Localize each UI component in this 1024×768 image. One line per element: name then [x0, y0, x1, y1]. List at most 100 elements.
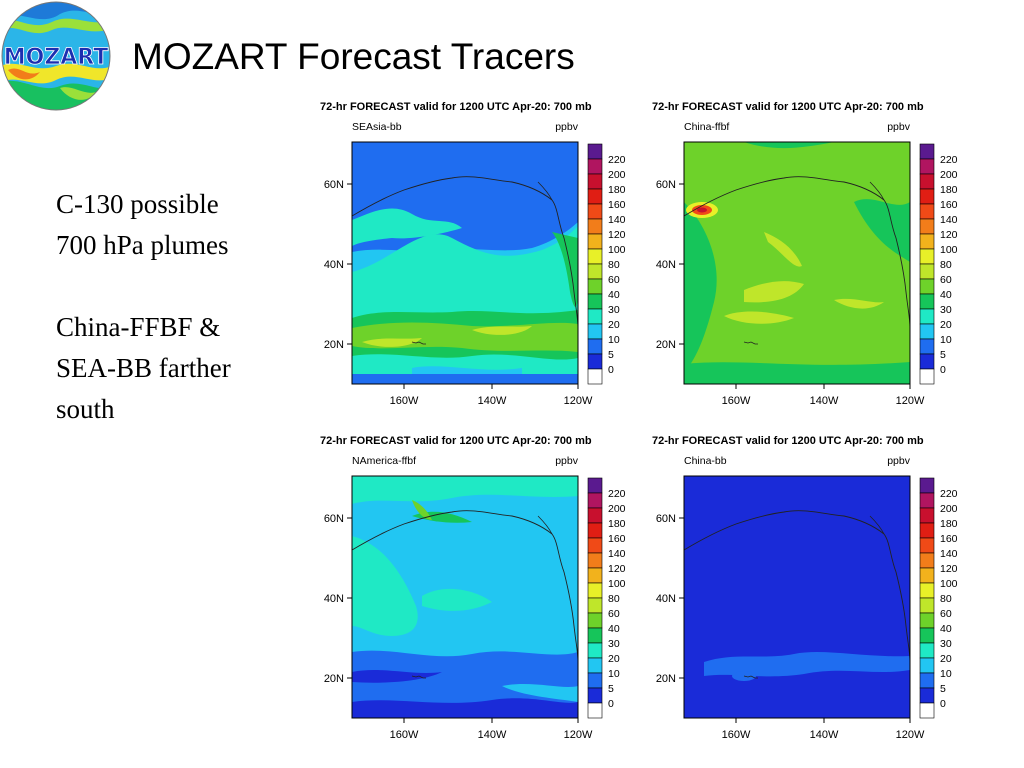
contour-field	[684, 142, 910, 384]
note-2-line-1: China-FFBF &	[56, 312, 221, 342]
colorbar-swatch	[919, 612, 935, 629]
colorbar-swatch	[587, 567, 603, 584]
colorbar-swatch	[587, 582, 603, 599]
colorbar: 220 200 180 160 140 120 100 80 60 40 30 20 10 5 0	[587, 477, 626, 719]
colorbar-swatch	[919, 642, 935, 659]
colorbar-label: 20	[940, 319, 952, 331]
colorbar-swatch	[587, 537, 603, 554]
colorbar-label: 60	[940, 274, 952, 286]
colorbar-swatch	[919, 597, 935, 614]
colorbar-swatch	[919, 278, 935, 295]
units-label: ppbv	[555, 121, 579, 133]
map-header: 72-hr FORECAST valid for 1200 UTC Apr-20…	[652, 101, 924, 113]
colorbar-swatch	[919, 702, 935, 719]
colorbar-swatch	[919, 492, 935, 509]
map-figure: 72-hr FORECAST valid for 1200 UTC Apr-20…	[652, 435, 958, 741]
colorbar-swatch	[587, 233, 603, 250]
colorbar-label: 0	[608, 698, 614, 710]
colorbar-label: 220	[608, 154, 626, 166]
forecast-map-china-ffbf: 72-hr FORECAST valid for 1200 UTC Apr-20…	[642, 96, 964, 412]
colorbar-label: 20	[608, 653, 620, 665]
plot-frame	[351, 141, 579, 385]
logo-text: MOZART	[4, 45, 109, 70]
lat-tick-label: 40N	[324, 593, 344, 605]
lat-tick-label: 60N	[324, 179, 344, 191]
colorbar-label: 30	[940, 304, 952, 316]
colorbar-swatch	[919, 233, 935, 250]
colorbar-swatch	[919, 368, 935, 385]
colorbar-label: 140	[940, 548, 958, 560]
colorbar-swatch	[919, 567, 935, 584]
colorbar-swatch	[919, 477, 935, 494]
map-figure: 72-hr FORECAST valid for 1200 UTC Apr-20…	[320, 101, 626, 407]
colorbar-label: 10	[940, 668, 952, 680]
colorbar-swatch	[587, 657, 603, 674]
colorbar-swatch	[919, 582, 935, 599]
colorbar-swatch	[919, 248, 935, 265]
forecast-map-china-bb: 72-hr FORECAST valid for 1200 UTC Apr-20…	[642, 430, 964, 746]
colorbar-label: 40	[608, 623, 620, 635]
colorbar-swatch	[587, 263, 603, 280]
colorbar-swatch	[587, 353, 603, 370]
colorbar-label: 200	[608, 503, 626, 515]
note-2-line-2: SEA-BB farther	[56, 353, 231, 383]
colorbar-swatch	[587, 158, 603, 175]
lat-tick-label: 40N	[324, 259, 344, 271]
colorbar-label: 40	[940, 623, 952, 635]
colorbar-label: 140	[608, 214, 626, 226]
colorbar-swatch	[587, 203, 603, 220]
lat-tick-label: 20N	[324, 339, 344, 351]
lon-tick-label: 140W	[810, 729, 839, 741]
colorbar-label: 220	[940, 488, 958, 500]
colorbar-swatch	[587, 672, 603, 689]
colorbar-swatch	[587, 188, 603, 205]
colorbar-swatch	[587, 338, 603, 355]
lat-tick-label: 40N	[656, 259, 676, 271]
colorbar-label: 30	[940, 638, 952, 650]
colorbar-swatch	[919, 627, 935, 644]
colorbar-swatch	[587, 507, 603, 524]
colorbar-label: 120	[940, 563, 958, 575]
lat-tick-label: 20N	[324, 673, 344, 685]
colorbar-swatch	[919, 522, 935, 539]
contour-field	[684, 476, 910, 718]
colorbar-label: 100	[608, 244, 626, 256]
colorbar-label: 60	[608, 608, 620, 620]
units-label: ppbv	[555, 455, 579, 467]
lat-tick-label: 60N	[656, 179, 676, 191]
side-notes: C-130 possible 700 hPa plumes China-FFBF…	[56, 184, 296, 471]
colorbar-label: 40	[608, 289, 620, 301]
tracer-name: SEAsia-bb	[352, 121, 402, 133]
colorbar-label: 30	[608, 304, 620, 316]
colorbar-swatch	[919, 537, 935, 554]
note-2-line-3: south	[56, 394, 115, 424]
colorbar-label: 160	[608, 199, 626, 211]
colorbar-label: 20	[608, 319, 620, 331]
colorbar-label: 10	[608, 668, 620, 680]
colorbar-swatch	[919, 308, 935, 325]
colorbar-label: 5	[940, 349, 946, 361]
colorbar-swatch	[919, 657, 935, 674]
colorbar-swatch	[587, 173, 603, 190]
contour-field	[352, 142, 578, 384]
lon-tick-label: 160W	[390, 729, 419, 741]
note-1-line-2: 700 hPa plumes	[56, 230, 229, 260]
colorbar-label: 5	[940, 683, 946, 695]
map-header: 72-hr FORECAST valid for 1200 UTC Apr-20…	[320, 101, 592, 113]
lon-tick-label: 120W	[896, 729, 925, 741]
colorbar-swatch	[587, 612, 603, 629]
colorbar-swatch	[587, 323, 603, 340]
colorbar-swatch	[587, 248, 603, 265]
colorbar-label: 140	[608, 548, 626, 560]
colorbar-label: 20	[940, 653, 952, 665]
colorbar-label: 160	[940, 199, 958, 211]
map-figure: 72-hr FORECAST valid for 1200 UTC Apr-20…	[652, 101, 958, 407]
colorbar-swatch	[587, 143, 603, 160]
colorbar-label: 5	[608, 349, 614, 361]
colorbar-swatch	[587, 522, 603, 539]
lon-tick-label: 160W	[390, 395, 419, 407]
colorbar-swatch	[919, 552, 935, 569]
colorbar-swatch	[919, 338, 935, 355]
colorbar-label: 80	[940, 593, 952, 605]
colorbar-label: 180	[940, 184, 958, 196]
